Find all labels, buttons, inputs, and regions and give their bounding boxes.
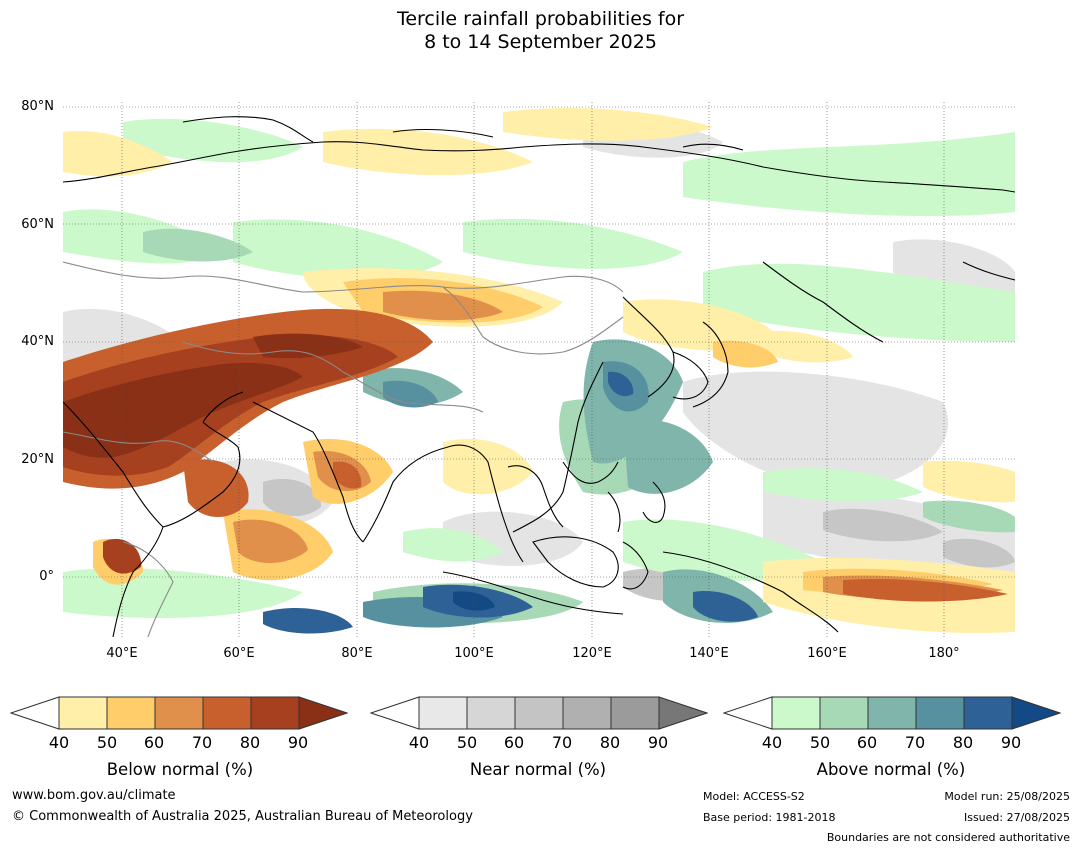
legend-below-extend-arrow <box>298 696 348 730</box>
legend-below-tick-70: 70 <box>191 733 213 752</box>
legend-above-tick-70: 70 <box>904 733 926 752</box>
legend-near-normal <box>370 696 708 732</box>
legend-near-tick-40: 40 <box>408 733 430 752</box>
model-run-text: Model run: 25/08/2025 <box>944 790 1070 803</box>
legend-above-swatch-2 <box>867 696 917 730</box>
issued-text: Issued: 27/08/2025 <box>963 811 1070 824</box>
legend-below-swatch-2 <box>154 696 204 730</box>
lat-label-20n: 20°N <box>21 452 54 467</box>
legend-near-extend-arrow <box>658 696 708 730</box>
legend-near-tick-90: 90 <box>647 733 669 752</box>
legend-above-tick-50: 50 <box>809 733 831 752</box>
lon-label-60e: 60°E <box>223 646 255 661</box>
legend-near-tick-80: 80 <box>599 733 621 752</box>
lon-label-180: 180° <box>928 646 960 661</box>
legend-near-swatch-2 <box>514 696 564 730</box>
legend-below-tick-60: 60 <box>143 733 165 752</box>
legend-above-label: Above normal (%) <box>816 760 966 779</box>
lon-label-40e: 40°E <box>106 646 138 661</box>
rainfall-probability-map <box>63 102 1015 637</box>
legend-above-swatch-4 <box>963 696 1013 730</box>
copyright-text: © Commonwealth of Australia 2025, Austra… <box>12 809 473 824</box>
legend-above-normal <box>723 696 1061 732</box>
base-period-text: Base period: 1981-2018 <box>703 811 836 824</box>
legend-near-colorbar <box>370 696 708 730</box>
chart-title: Tercile rainfall probabilities for 8 to … <box>0 8 1081 54</box>
legend-below-colorbar <box>10 696 348 730</box>
lon-label-140e: 140°E <box>689 646 729 661</box>
lat-label-60n: 60°N <box>21 217 54 232</box>
legend-below-tick-40: 40 <box>48 733 70 752</box>
legend-above-tick-40: 40 <box>761 733 783 752</box>
title-line-1: Tercile rainfall probabilities for <box>396 8 685 30</box>
lat-label-80n: 80°N <box>21 99 54 114</box>
legend-above-extend-arrow <box>1011 696 1061 730</box>
legend-near-swatch-0 <box>418 696 468 730</box>
legend-near-swatch-4 <box>610 696 660 730</box>
lon-label-120e: 120°E <box>572 646 612 661</box>
legend-near-tick-50: 50 <box>456 733 478 752</box>
legend-below-normal <box>10 696 348 732</box>
lat-label-0: 0° <box>39 569 54 584</box>
legend-near-swatch-3 <box>562 696 612 730</box>
legend-below-swatch-1 <box>106 696 156 730</box>
boundaries-disclaimer: Boundaries are not considered authoritat… <box>826 831 1070 844</box>
legend-above-swatch-1 <box>819 696 869 730</box>
lon-label-80e: 80°E <box>341 646 373 661</box>
legend-above-swatch-3 <box>915 696 965 730</box>
model-text: Model: ACCESS-S2 <box>703 790 805 803</box>
legend-below-tick-90: 90 <box>287 733 309 752</box>
legend-above-colorbar <box>723 696 1061 730</box>
legend-above-tick-60: 60 <box>856 733 878 752</box>
legend-below-tick-80: 80 <box>239 733 261 752</box>
legend-below-label: Below normal (%) <box>106 760 254 779</box>
legend-near-tick-60: 60 <box>503 733 525 752</box>
website-link[interactable]: www.bom.gov.au/climate <box>12 788 176 803</box>
legend-below-swatch-4 <box>250 696 300 730</box>
lon-label-100e: 100°E <box>454 646 494 661</box>
legend-near-label: Near normal (%) <box>469 760 607 779</box>
legend-below-swatch-0 <box>58 696 108 730</box>
legend-above-swatch-0 <box>771 696 821 730</box>
legend-above-tick-80: 80 <box>952 733 974 752</box>
lat-label-40n: 40°N <box>21 334 54 349</box>
legend-below-swatch-3 <box>202 696 252 730</box>
legend-below-tick-50: 50 <box>96 733 118 752</box>
legend-near-swatch-1 <box>466 696 516 730</box>
legend-above-tick-90: 90 <box>1000 733 1022 752</box>
lon-label-160e: 160°E <box>807 646 847 661</box>
title-line-2: 8 to 14 September 2025 <box>424 31 657 53</box>
legend-near-tick-70: 70 <box>551 733 573 752</box>
